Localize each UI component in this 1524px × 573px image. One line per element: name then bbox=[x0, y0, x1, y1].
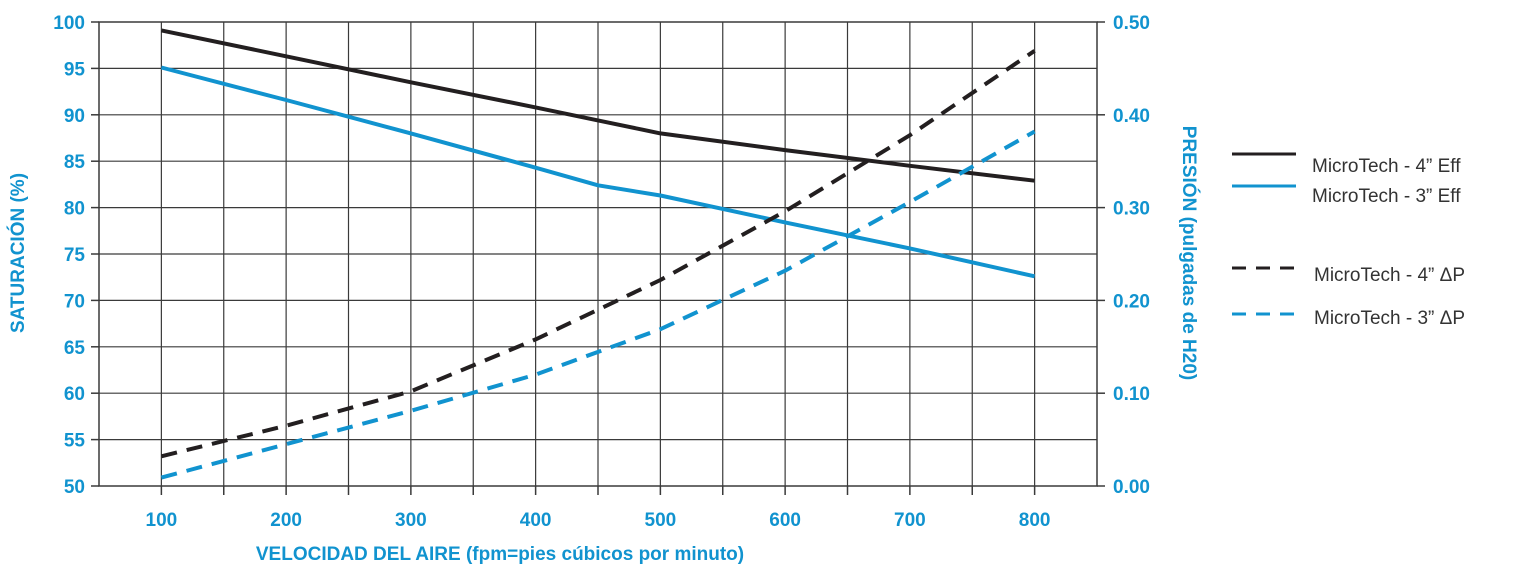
left-tick-label: 65 bbox=[64, 338, 86, 359]
legend-label-4in-dp: MicroTech - 4” ΔP bbox=[1314, 265, 1465, 286]
x-tick-label: 400 bbox=[520, 510, 552, 531]
right-tick-label: 0.10 bbox=[1113, 384, 1150, 405]
right-axis-title: PRESIÓN (pulgadas de H20) bbox=[1178, 126, 1200, 380]
left-tick-label: 90 bbox=[64, 106, 85, 127]
series-line-1 bbox=[160, 65, 1036, 279]
legend-label-4in-eff: MicroTech - 4” Eff bbox=[1312, 156, 1461, 177]
left-tick-label: 70 bbox=[64, 291, 85, 312]
x-axis-title: VELOCIDAD DEL AIRE (fpm=pies cúbicos por… bbox=[256, 544, 744, 565]
right-tick-label: 0.50 bbox=[1113, 13, 1150, 34]
left-tick-label: 60 bbox=[64, 384, 85, 405]
x-axis: 100 200 300 400 500 600 700 800 bbox=[146, 486, 1051, 531]
left-axis-title: SATURACIÓN (%) bbox=[7, 173, 29, 333]
right-tick-label: 0.00 bbox=[1113, 477, 1150, 498]
right-tick-label: 0.20 bbox=[1113, 291, 1150, 312]
legend-label-3in-dp: MicroTech - 3” ΔP bbox=[1314, 308, 1465, 329]
left-tick-label: 75 bbox=[64, 245, 86, 266]
legend: MicroTech - 4” Eff MicroTech - 3” Eff Mi… bbox=[1232, 152, 1465, 329]
right-tick-label: 0.40 bbox=[1113, 106, 1150, 127]
x-tick-label: 100 bbox=[146, 510, 178, 531]
grid bbox=[99, 22, 1097, 486]
left-tick-label: 50 bbox=[64, 477, 85, 498]
left-tick-label: 100 bbox=[53, 13, 85, 34]
left-tick-label: 85 bbox=[64, 152, 86, 173]
series-layer bbox=[160, 28, 1036, 480]
x-tick-label: 500 bbox=[645, 510, 677, 531]
left-tick-label: 80 bbox=[64, 199, 85, 220]
left-tick-label: 95 bbox=[64, 59, 86, 80]
x-tick-label: 600 bbox=[769, 510, 801, 531]
series-line-0 bbox=[160, 28, 1035, 183]
x-tick-label: 300 bbox=[395, 510, 427, 531]
legend-label-3in-eff: MicroTech - 3” Eff bbox=[1312, 186, 1461, 207]
left-axis: 100 95 90 85 80 75 70 65 60 55 50 bbox=[53, 13, 99, 498]
series-line-2 bbox=[160, 49, 1036, 459]
right-axis: 0.50 0.40 0.30 0.20 0.10 0.00 bbox=[1097, 13, 1150, 498]
right-tick-label: 0.30 bbox=[1113, 199, 1150, 220]
left-tick-label: 55 bbox=[64, 431, 86, 452]
x-tick-label: 800 bbox=[1019, 510, 1051, 531]
x-tick-label: 200 bbox=[270, 510, 302, 531]
series-line-3 bbox=[160, 129, 1036, 480]
x-tick-label: 700 bbox=[894, 510, 926, 531]
